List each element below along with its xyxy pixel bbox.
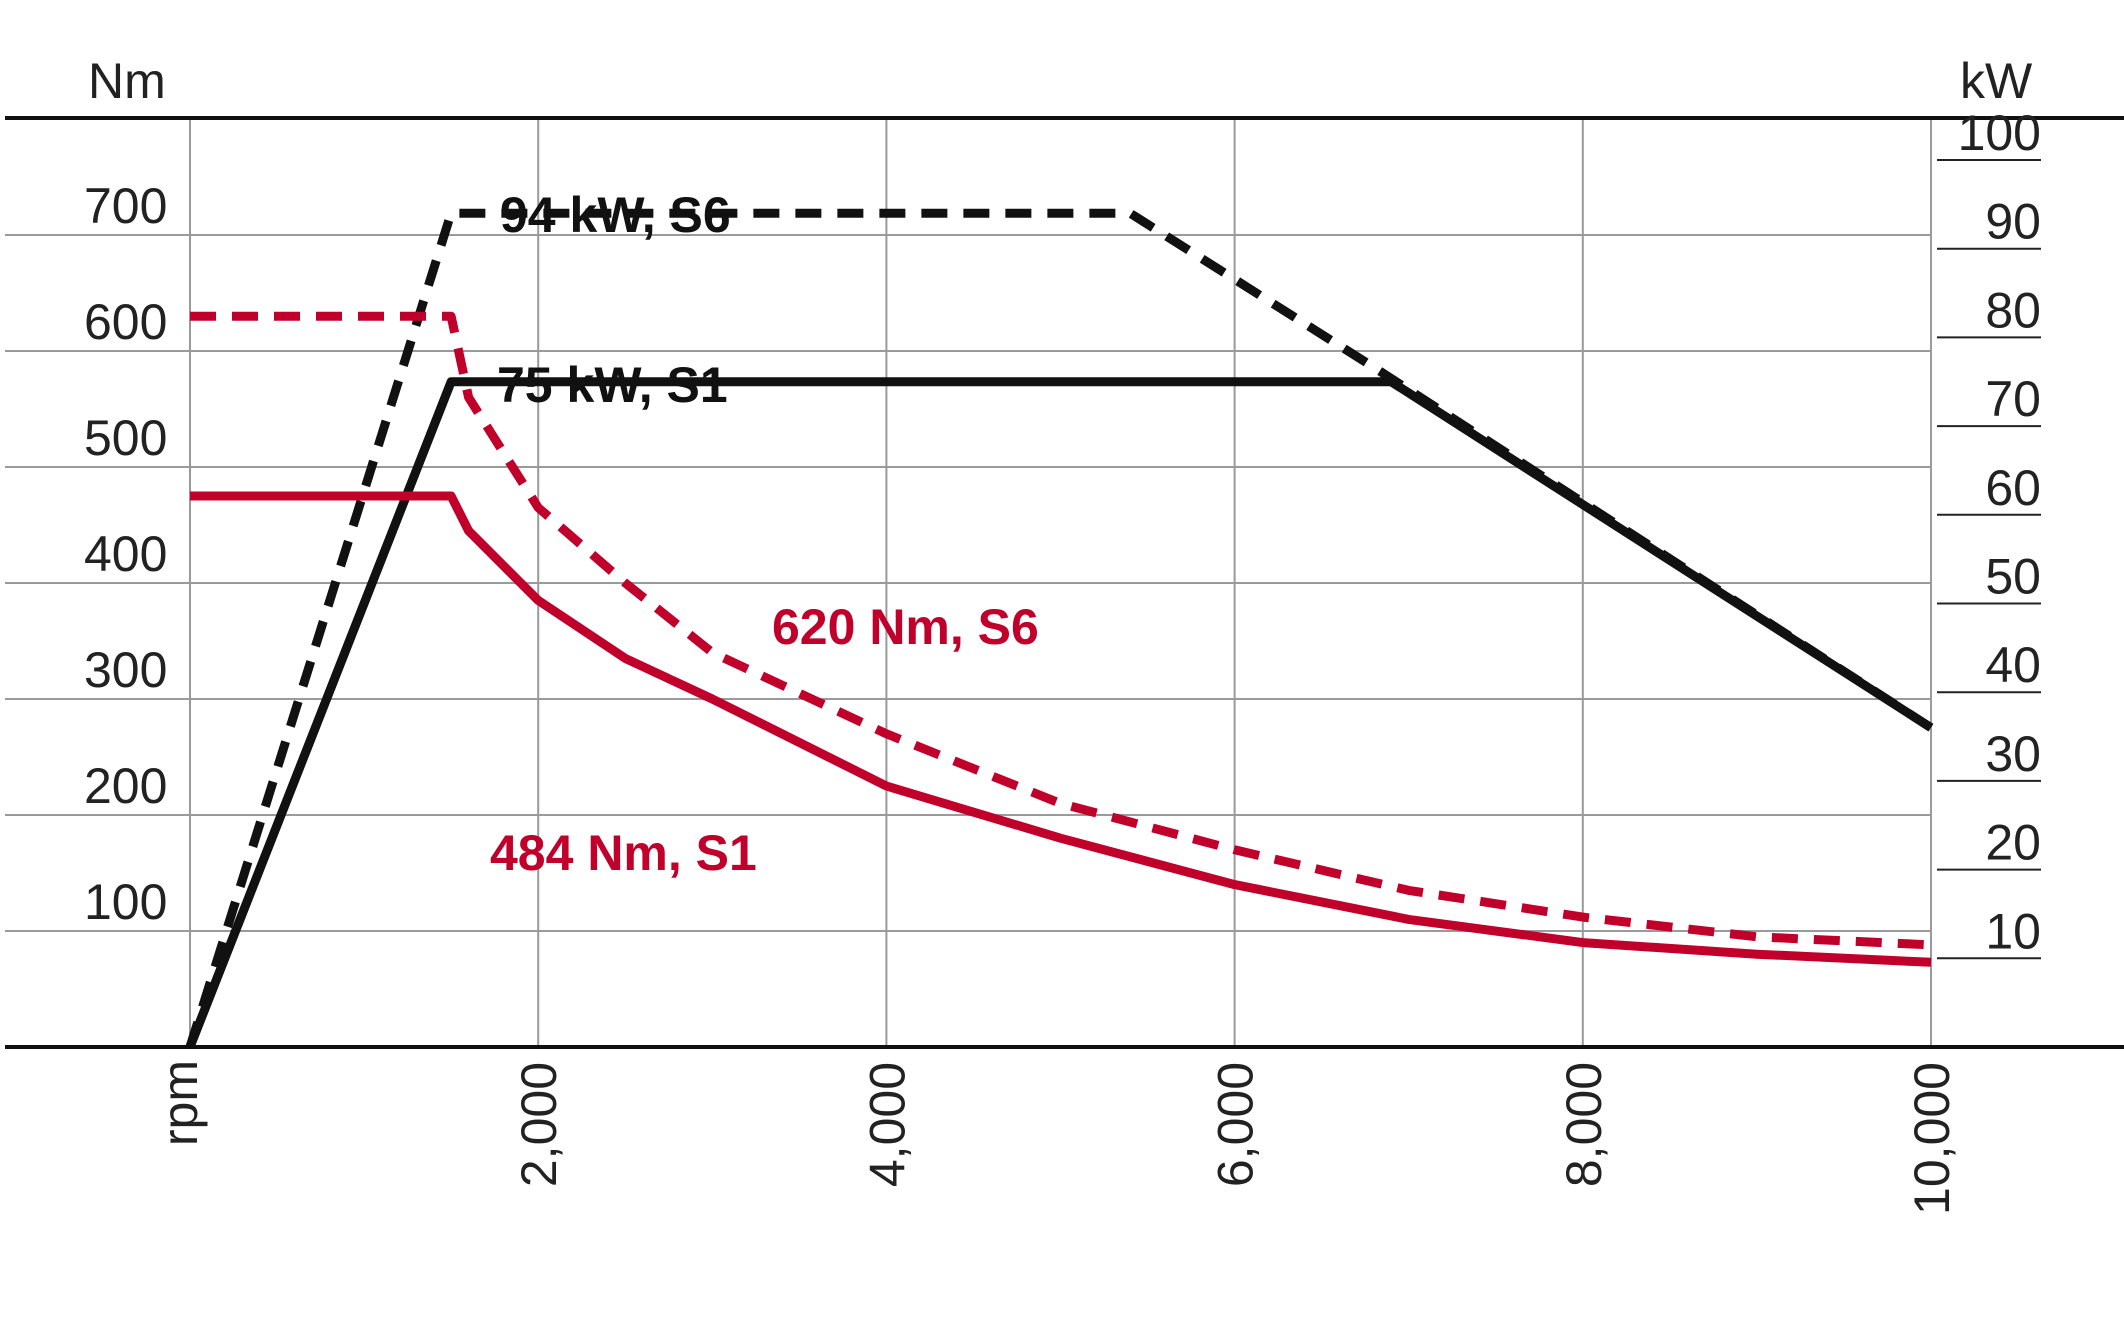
- y-right-tick-20: 20: [1985, 815, 2041, 871]
- y-right-tick-60: 60: [1985, 460, 2041, 516]
- y-right-axis-label: kW: [1960, 53, 2033, 109]
- y-left-tick-200: 200: [84, 758, 167, 814]
- y-left-tick-300: 300: [84, 642, 167, 698]
- y-right-tick-10: 10: [1985, 903, 2041, 959]
- grid-lines: [5, 118, 1932, 1047]
- y-left-axis-label: Nm: [88, 53, 166, 109]
- y-right-tick-70: 70: [1985, 371, 2041, 427]
- annotation-75kw-s1: 75 kW, S1: [497, 357, 728, 413]
- y-left-tick-500: 500: [84, 410, 167, 466]
- series-line-75-kw-s1: [185, 377, 1934, 1049]
- x-tick-4000: 4,000: [859, 1062, 915, 1187]
- axes: [5, 116, 2124, 1049]
- y-right-tick-40: 40: [1985, 637, 2041, 693]
- y-left-tick-600: 600: [84, 294, 167, 350]
- series-line-484-nm-s1: [190, 491, 1932, 967]
- y-left-tick-400: 400: [84, 526, 167, 582]
- x-axis-label: rpm: [152, 1060, 208, 1146]
- y-left-tick-700: 700: [84, 178, 167, 234]
- tick-labels: 100 200 300 400 500 600 700 10 20 30 40 50 60 70 80 90 1…: [84, 105, 2041, 1215]
- annotation-484nm-s1: 484 Nm, S1: [490, 825, 757, 881]
- x-tick-2000: 2,000: [511, 1062, 567, 1187]
- y-right-tick-90: 90: [1985, 194, 2041, 250]
- y-right-tick-100: 100: [1958, 105, 2041, 161]
- x-tick-6000: 6,000: [1208, 1062, 1264, 1187]
- y-right-tick-30: 30: [1985, 726, 2041, 782]
- y-right-tick-50: 50: [1985, 549, 2041, 605]
- y-left-tick-100: 100: [84, 874, 167, 930]
- annotation-620nm-s6: 620 Nm, S6: [772, 599, 1039, 655]
- series-line-620-nm-s6: [190, 311, 1932, 950]
- series-line-94-kw-s6: [185, 208, 1934, 1049]
- x-tick-10000: 10,000: [1904, 1062, 1960, 1215]
- series-lines: [185, 208, 1934, 1049]
- y-right-tick-80: 80: [1985, 282, 2041, 338]
- x-tick-8000: 8,000: [1556, 1062, 1612, 1187]
- annotation-94kw-s6: 94 kW, S6: [500, 187, 731, 243]
